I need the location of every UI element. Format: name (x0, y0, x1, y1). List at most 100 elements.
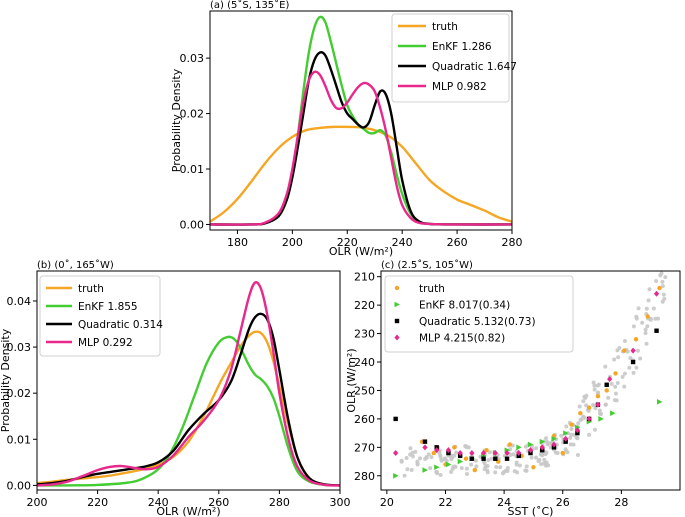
data-point (569, 422, 574, 427)
legend-label: Quadratic 0.314 (78, 319, 163, 331)
background-point (434, 469, 439, 474)
background-point (485, 463, 490, 468)
background-point (529, 455, 534, 460)
legend-label: truth (78, 283, 104, 295)
background-point (523, 444, 528, 449)
background-point (640, 320, 645, 325)
data-point (595, 393, 601, 399)
data-point (528, 441, 534, 448)
x-tick-label: 280 (502, 236, 523, 249)
x-tick-label: 200 (282, 236, 303, 249)
data-point (504, 450, 510, 457)
data-point (469, 450, 475, 457)
background-point (631, 370, 636, 375)
data-point (492, 450, 498, 457)
background-point (596, 382, 601, 387)
data-point (507, 442, 513, 447)
y-tick-label: 210 (354, 271, 375, 284)
background-point (565, 450, 570, 455)
series-line-truth (37, 330, 340, 487)
legend-label: Quadratic 5.132(0.73) (419, 316, 536, 328)
x-tick-label: 24 (497, 496, 511, 509)
data-point (607, 376, 613, 383)
background-point (581, 399, 586, 404)
background-point (638, 356, 643, 361)
legend-entry-truth: truth (46, 283, 104, 295)
background-point (662, 296, 667, 301)
background-point (410, 454, 415, 459)
legend-entry-truth: truth (398, 21, 458, 33)
background-scatter (399, 263, 668, 478)
data-point (457, 450, 463, 457)
data-point (504, 456, 510, 461)
data-point (481, 456, 486, 461)
data-point (422, 467, 428, 473)
panel-title: (b) (0˚, 165˚W) (37, 259, 114, 271)
series-mlp (393, 290, 660, 457)
background-point (616, 355, 621, 360)
data-point (516, 444, 522, 451)
background-point (485, 470, 490, 475)
background-point (648, 317, 653, 322)
axes-frame (209, 10, 513, 231)
data-point (630, 359, 636, 365)
background-point (474, 464, 479, 469)
data-point (604, 388, 609, 393)
background-point (486, 458, 491, 463)
background-point (469, 462, 474, 467)
data-point (539, 438, 546, 445)
data-point (613, 371, 618, 376)
background-point (449, 470, 454, 475)
data-point (595, 401, 601, 408)
x-tick-label: 220 (337, 236, 358, 249)
y-tick-label: 0.02 (180, 108, 205, 121)
series-line-quadratic (210, 51, 512, 226)
background-point (591, 402, 596, 407)
y-tick-label: 0.00 (7, 479, 32, 492)
legend-entry-quadratic: Quadratic 5.132(0.73) (394, 316, 536, 328)
data-point (563, 430, 569, 436)
data-point (586, 405, 592, 410)
data-point (457, 458, 464, 465)
x-tick-label: 180 (227, 236, 248, 249)
x-tick-label: 220 (87, 496, 108, 509)
legend-marker (394, 334, 400, 341)
background-point (540, 453, 545, 458)
data-point (598, 416, 604, 422)
legend-entry-quadratic: Quadratic 1.647 (398, 61, 517, 73)
background-point (653, 316, 658, 321)
data-point (431, 450, 436, 456)
background-point (660, 263, 664, 267)
data-point (434, 464, 440, 471)
legend-label: truth (432, 21, 458, 33)
y-tick-label: 0.03 (7, 341, 32, 354)
legend-entry-enkf: EnKF 1.855 (46, 301, 138, 313)
background-point (597, 408, 602, 413)
x-tick-label: 240 (392, 236, 413, 249)
data-point (472, 467, 478, 473)
background-point (582, 415, 587, 420)
data-point (630, 347, 636, 354)
data-point (657, 285, 662, 291)
plot-area (210, 15, 512, 226)
background-point (493, 470, 498, 475)
background-point (613, 384, 618, 389)
legend-entry-mlp: MLP 0.292 (46, 337, 133, 349)
legend-label: MLP 4.215(0.82) (419, 333, 505, 345)
background-point (593, 427, 598, 432)
y-tick-label: 0.04 (7, 295, 32, 308)
legend-label: MLP 0.982 (432, 81, 487, 93)
background-point (410, 450, 415, 455)
legend-label: EnKF 1.855 (78, 301, 138, 313)
x-tick-label: 260 (447, 236, 468, 249)
background-point (644, 341, 649, 346)
background-point (515, 470, 520, 475)
legend-entry-enkf: EnKF 1.286 (398, 41, 492, 53)
background-point (643, 327, 648, 332)
legend-marker (394, 285, 400, 291)
background-point (542, 457, 547, 462)
y-tick-label: 230 (354, 328, 375, 341)
data-point (422, 444, 428, 451)
background-point (613, 391, 618, 396)
legend-label: MLP 0.292 (78, 337, 133, 349)
